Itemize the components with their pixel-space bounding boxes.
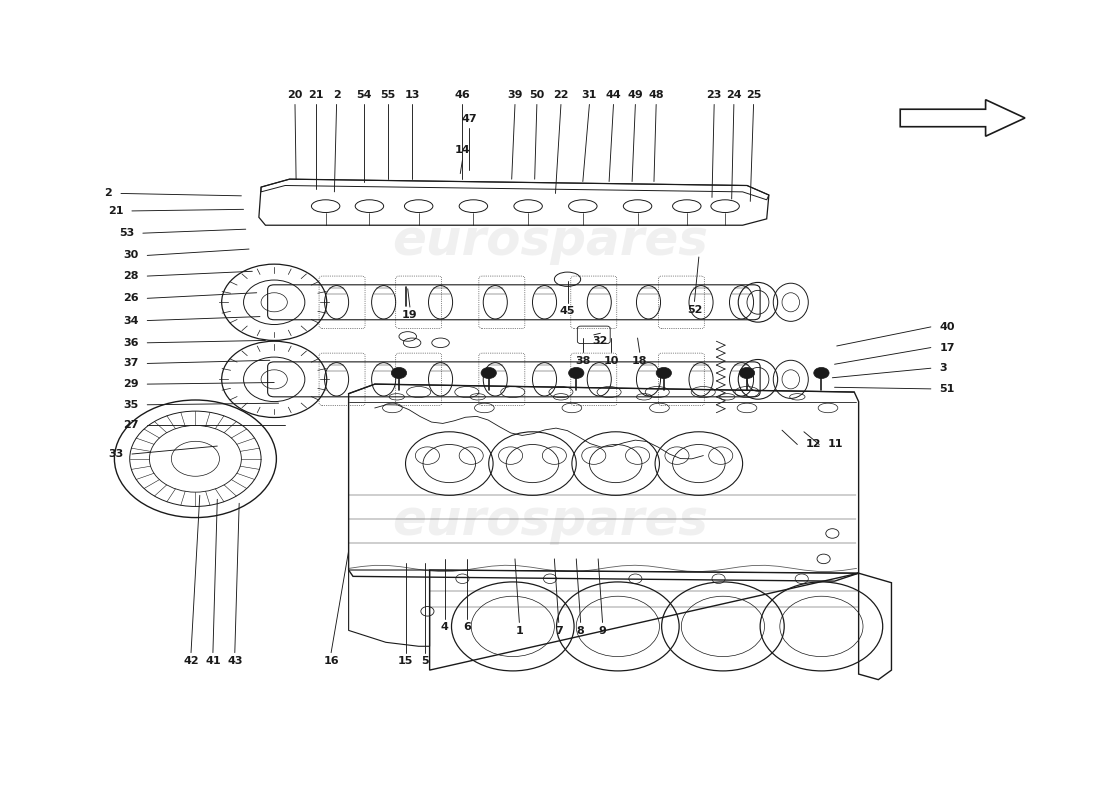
Text: 49: 49 [627,90,644,100]
Text: 6: 6 [463,622,471,633]
Text: 22: 22 [553,90,569,100]
Text: 32: 32 [593,337,608,346]
Text: 38: 38 [575,355,591,366]
Text: 42: 42 [184,656,199,666]
Text: 28: 28 [123,271,139,281]
Text: 23: 23 [706,90,722,100]
Text: 2: 2 [332,90,341,100]
Text: 26: 26 [123,294,139,303]
Text: eurospares: eurospares [392,497,708,545]
Circle shape [657,367,671,378]
Text: 7: 7 [554,626,562,636]
Text: 54: 54 [356,90,372,100]
Circle shape [569,367,584,378]
Text: 52: 52 [686,305,702,314]
Text: 34: 34 [123,315,139,326]
Polygon shape [900,100,1025,136]
Circle shape [739,367,755,378]
Text: 47: 47 [461,114,476,123]
Text: 9: 9 [598,626,606,636]
Text: 11: 11 [828,439,844,450]
Text: 29: 29 [123,379,139,389]
Text: 40: 40 [939,322,955,332]
Text: 27: 27 [123,421,139,430]
Text: 51: 51 [939,384,955,394]
Text: 31: 31 [582,90,597,100]
Text: 24: 24 [726,90,741,100]
Text: 46: 46 [454,90,471,100]
Text: 53: 53 [119,228,134,238]
Text: 44: 44 [606,90,621,100]
Text: 33: 33 [108,449,123,459]
Text: 19: 19 [403,310,418,320]
Text: 21: 21 [308,90,323,100]
Text: 41: 41 [205,656,221,666]
Text: 25: 25 [746,90,761,100]
Text: 48: 48 [648,90,664,100]
Circle shape [481,367,496,378]
Text: 55: 55 [381,90,396,100]
Text: 13: 13 [405,90,420,100]
Text: 45: 45 [560,306,575,316]
Text: 39: 39 [507,90,522,100]
Text: 18: 18 [632,355,648,366]
Text: 17: 17 [939,342,955,353]
Text: 10: 10 [604,355,619,366]
Text: 20: 20 [287,90,303,100]
Text: 5: 5 [421,656,429,666]
Text: 50: 50 [529,90,544,100]
Text: 3: 3 [939,363,947,374]
Text: 43: 43 [227,656,242,666]
Text: 2: 2 [104,189,112,198]
Circle shape [392,367,407,378]
Text: 36: 36 [123,338,139,348]
Text: 12: 12 [806,439,822,450]
Text: 14: 14 [454,146,471,155]
Text: 15: 15 [398,656,414,666]
Text: 4: 4 [441,622,449,633]
Text: 16: 16 [323,656,339,666]
Text: eurospares: eurospares [392,217,708,265]
Text: 8: 8 [576,626,584,636]
Text: 1: 1 [516,626,524,636]
Text: 35: 35 [123,400,139,410]
Text: 21: 21 [108,206,123,216]
Text: 37: 37 [123,358,139,369]
Text: 30: 30 [123,250,139,261]
Circle shape [814,367,829,378]
